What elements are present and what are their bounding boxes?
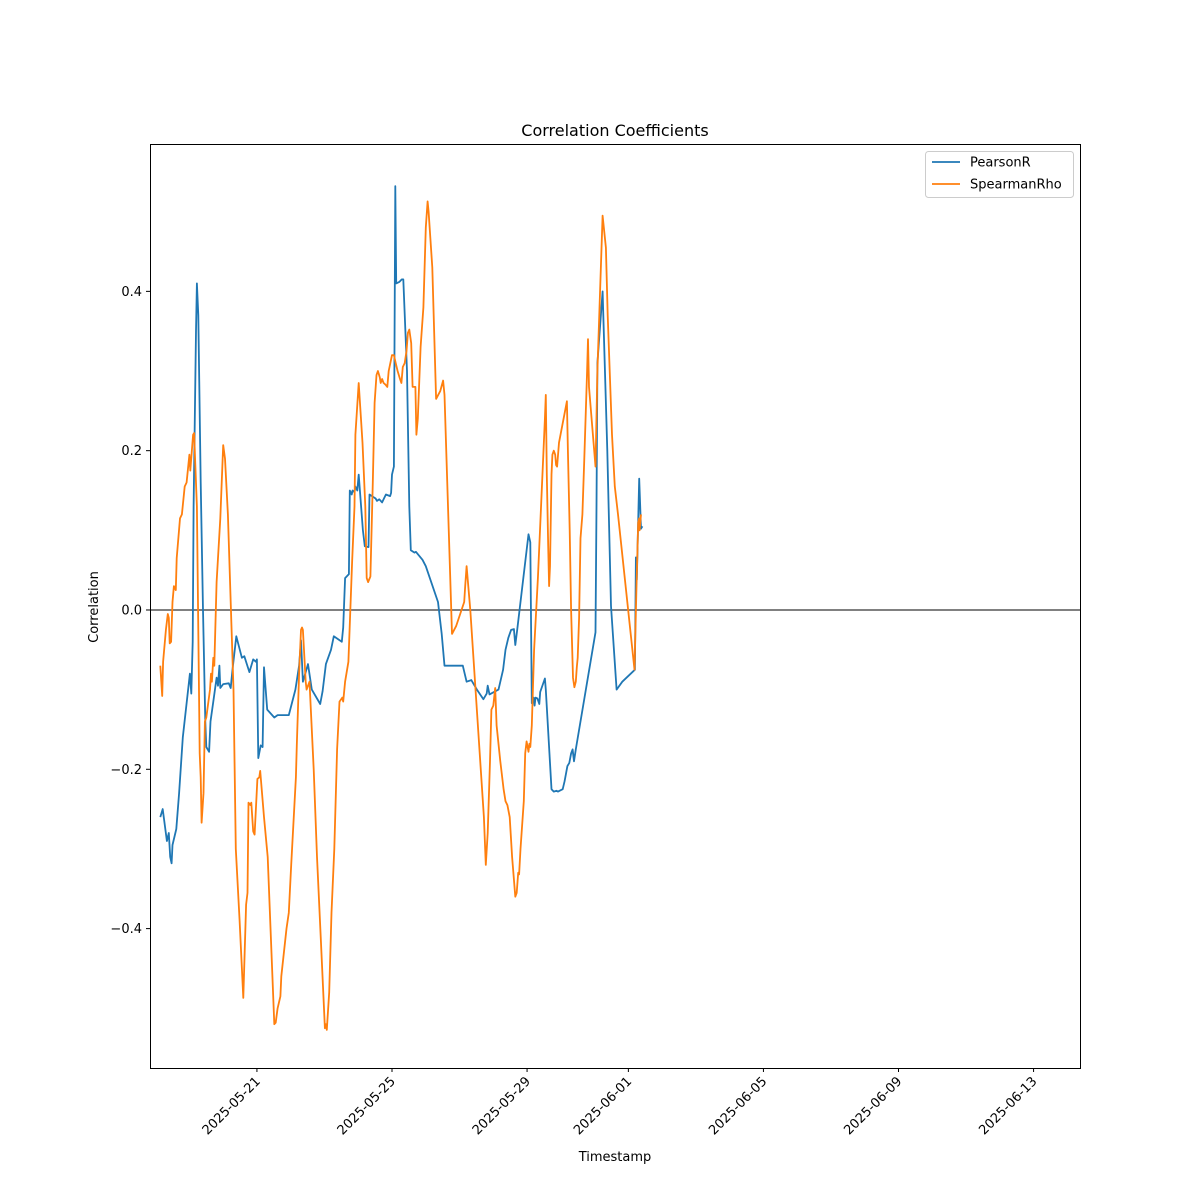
y-axis-label: Correlation xyxy=(87,571,102,643)
y-tick-label: 0.0 xyxy=(121,603,142,618)
x-axis-label: Timestamp xyxy=(578,1150,652,1165)
legend-label-pearsonr: PearsonR xyxy=(970,156,1031,171)
axes-frame xyxy=(150,144,1081,1069)
legend: PearsonR SpearmanRho xyxy=(925,151,1074,198)
y-axis-ticks: −0.4 −0.2 0.0 0.2 0.4 xyxy=(110,285,150,937)
legend-box xyxy=(925,151,1074,198)
y-tick-label: 0.2 xyxy=(121,444,142,459)
series-line-spearmanrho xyxy=(159,200,642,1031)
y-tick-label: 0.4 xyxy=(121,285,142,300)
chart-title: Correlation Coefficients xyxy=(521,121,708,140)
legend-items: PearsonR SpearmanRho xyxy=(932,156,1062,193)
y-tick-label: −0.4 xyxy=(110,922,142,937)
y-tick-label: −0.2 xyxy=(110,763,142,778)
series-line-pearsonr xyxy=(159,185,644,865)
legend-label-spearmanrho: SpearmanRho xyxy=(970,178,1062,193)
series-layer xyxy=(159,185,644,1031)
plot-area xyxy=(150,144,1081,1069)
